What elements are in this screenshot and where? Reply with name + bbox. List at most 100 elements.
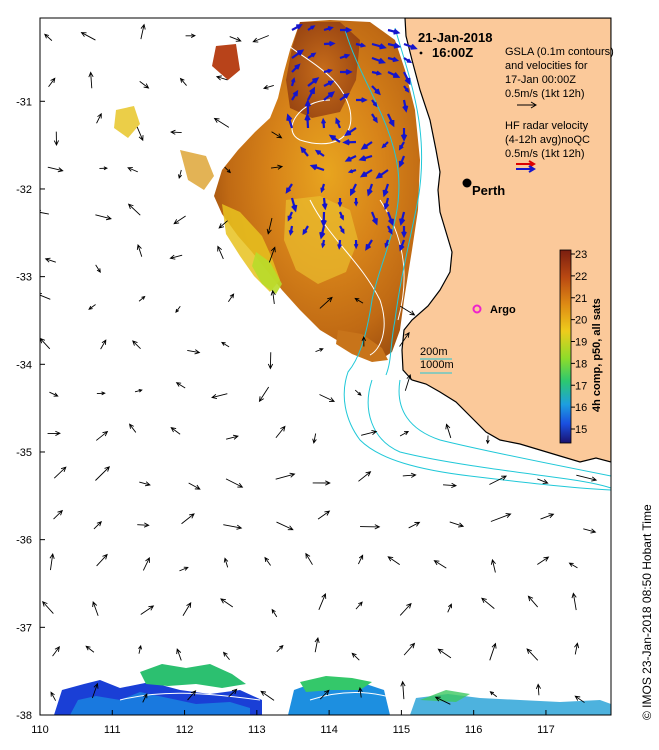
plot-frame: [39, 17, 612, 716]
sla-contours: [119, 29, 405, 701]
gsla-arrow: [228, 688, 238, 698]
gsla-arrow: [312, 433, 317, 444]
x-axis: 110 111 112 113 114 115 116 117: [31, 710, 555, 736]
gsla-arrow: [319, 394, 336, 402]
sla-contour-line: [379, 199, 405, 321]
gsla-arrow: [227, 293, 235, 303]
gsla-arrow: [93, 521, 102, 530]
gsla-arrow: [142, 556, 150, 571]
radar-arrow: [384, 239, 390, 249]
gsla-arrow: [48, 77, 56, 87]
radar-arrow: [371, 70, 383, 76]
gsla-arrow: [52, 646, 60, 657]
sla-contour-line: [309, 199, 385, 356]
gsla-arrow: [47, 430, 61, 436]
gsla-arrow: [179, 566, 189, 572]
y-axis: -31 -32 -33 -34 -35 -36 -37 -38: [16, 96, 45, 722]
radar-arrow: [355, 42, 367, 48]
perth-label: Perth: [472, 183, 505, 198]
gsla-arrow: [399, 602, 412, 616]
colorbar-tick-label: 17: [575, 380, 587, 392]
gsla-arrow: [275, 472, 296, 480]
gsla-arrow: [42, 600, 54, 614]
radar-arrow: [365, 239, 373, 251]
radar-arrow: [291, 24, 303, 31]
gsla-arrow: [434, 696, 451, 705]
gsla-arrow: [535, 683, 541, 696]
gsla-arrow: [399, 331, 410, 347]
radar-arrow: [344, 155, 357, 162]
radar-arrow: [339, 53, 351, 60]
gsla-arrow: [134, 389, 143, 393]
gsla-arrow: [270, 289, 276, 304]
radar-arrow: [321, 197, 328, 211]
argo-label: Argo: [490, 304, 516, 316]
gsla-arrow: [80, 32, 96, 41]
gsla-arrow: [221, 341, 230, 348]
gsla-arrow: [92, 601, 99, 616]
gsla-arrow: [408, 521, 421, 529]
radar-arrow: [371, 99, 378, 108]
gsla-arrow: [319, 689, 330, 700]
gsla-arrow: [400, 305, 416, 316]
radar-arrow: [286, 113, 294, 129]
gsla-arrow: [49, 553, 55, 571]
gsla-arrow: [175, 306, 181, 313]
x-tick-label: 110: [31, 724, 49, 736]
gsla-arrow: [351, 652, 360, 661]
gsla-arrow: [312, 480, 331, 486]
gsla-arrow: [537, 556, 550, 565]
radar-arrow: [323, 68, 333, 74]
gsla-arrow: [138, 644, 142, 654]
radar-arrow: [387, 28, 401, 35]
gsla-arrow: [574, 695, 585, 703]
gsla-arrow: [260, 690, 275, 701]
gsla-arrow: [169, 254, 183, 260]
radar-arrow: [399, 239, 406, 252]
sst-patch-inner-warm: [284, 196, 358, 284]
radar-arrow: [335, 117, 342, 129]
gsla-arrow: [185, 33, 196, 38]
gsla-arrow: [95, 466, 111, 481]
gsla-arrow: [142, 693, 148, 703]
radar-arrow: [382, 183, 390, 198]
gsla-legend-line-4: 0.5m/s (1kt 12h): [505, 88, 584, 100]
gsla-arrow: [187, 349, 201, 355]
isobaths: [343, 27, 612, 491]
radar-arrow: [355, 97, 368, 103]
gsla-arrow: [49, 391, 59, 397]
gsla-arrow: [266, 217, 273, 235]
radar-arrow: [307, 86, 316, 101]
gsla-arrow: [132, 340, 141, 349]
sst-patch-scatter-3: [212, 44, 240, 80]
gsla-arrow: [175, 382, 186, 389]
gsla-arrow: [271, 131, 283, 139]
sst-south-band-far-green: [420, 690, 470, 702]
gsla-arrow: [223, 557, 229, 568]
radar-arrow: [398, 141, 405, 151]
gsla-arrow: [252, 35, 269, 43]
x-tick-label: 117: [537, 724, 555, 736]
gsla-arrow: [138, 295, 146, 302]
colorbar-tick-label: 15: [575, 424, 587, 436]
gsla-arrow: [354, 297, 364, 304]
gsla-arrow: [223, 524, 243, 530]
gsla-arrow: [481, 597, 495, 609]
gsla-arrow: [449, 521, 465, 528]
gsla-legend-arrow: [517, 101, 537, 109]
y-tick-label: -37: [16, 622, 32, 634]
gsla-arrow: [571, 592, 577, 611]
sst-south-band-green: [140, 664, 246, 688]
radar-arrow: [291, 49, 305, 59]
map-date: 21-Jan-2018: [418, 30, 492, 45]
gsla-arrow: [270, 164, 284, 170]
gsla-arrow: [220, 598, 234, 608]
radar-arrow: [386, 211, 394, 227]
gsla-arrow: [355, 601, 363, 610]
gsla-arrow: [403, 642, 416, 656]
time-dot: [419, 51, 423, 55]
radar-arrow: [342, 139, 357, 146]
colorbar-tick-label: 20: [575, 315, 587, 327]
isobath-200m-label: 200m: [420, 346, 448, 358]
radar-arrow: [337, 197, 343, 208]
